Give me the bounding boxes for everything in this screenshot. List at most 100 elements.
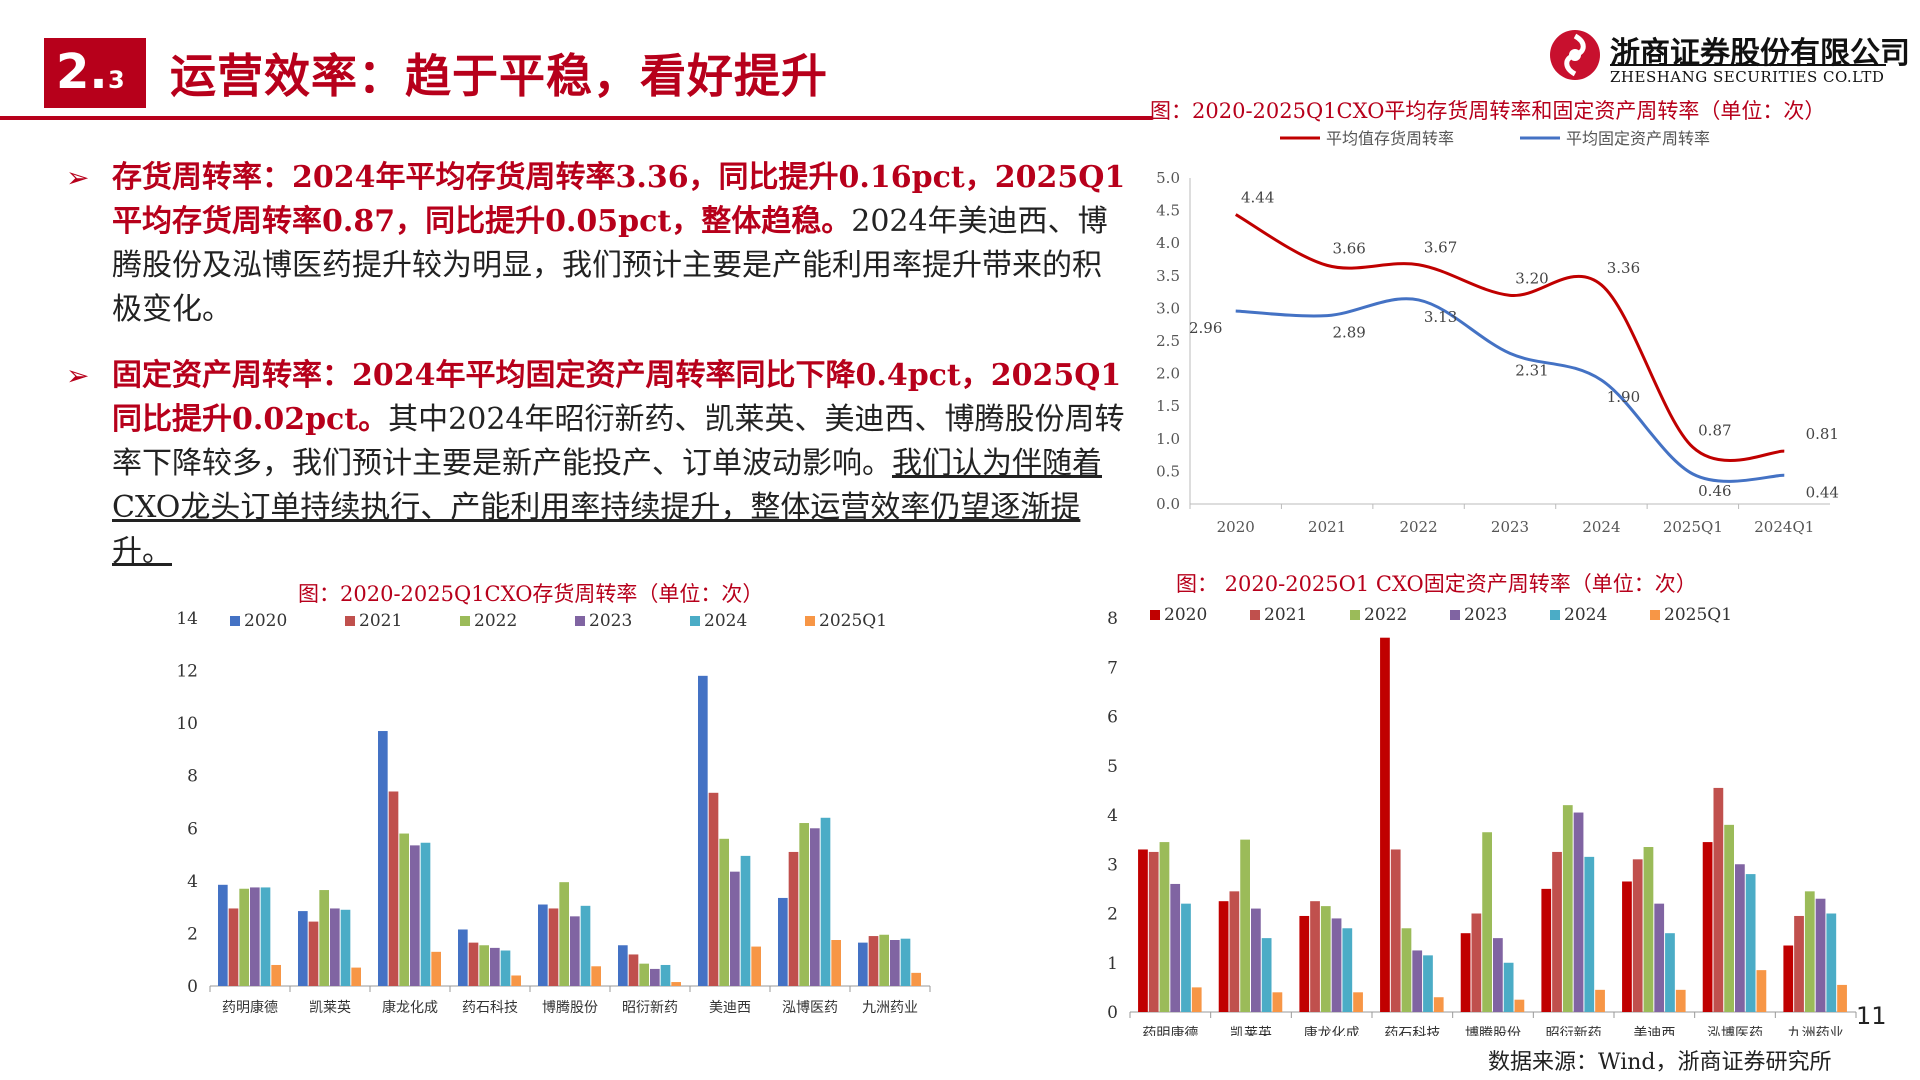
- bar-2025Q1-凯莱英: [1272, 992, 1283, 1012]
- x-tick-label: 康龙化成: [382, 999, 438, 1016]
- y-tick-label: 2.0: [1156, 365, 1180, 383]
- y-tick-label: 1: [1107, 954, 1118, 974]
- legend-label-2: 2022: [474, 611, 517, 631]
- legend-label-1: 2021: [1264, 605, 1307, 625]
- y-tick-label: 4: [1107, 806, 1118, 826]
- x-tick-label: 药明康德: [222, 999, 278, 1016]
- bar-2022-药明康德: [239, 888, 249, 986]
- data-label: 0.46: [1698, 482, 1731, 500]
- x-tick-label: 药石科技: [1384, 1026, 1440, 1036]
- y-tick-label: 8: [187, 767, 198, 787]
- bar-2025Q1-康龙化成: [431, 951, 441, 986]
- y-tick-label: 2: [187, 924, 198, 944]
- bar-2023-泓博医药: [1735, 864, 1745, 1012]
- bar-2022-泓博医药: [1724, 824, 1734, 1012]
- bar-2020-九洲药业: [858, 942, 868, 986]
- company-logo: 浙商证券股份有限公司 ZHESHANG SECURITIES CO.LTD: [1548, 22, 1910, 92]
- legend-swatch-3: [1450, 610, 1460, 620]
- legend-swatch-2: [460, 616, 470, 626]
- y-tick-label: 6: [187, 819, 198, 839]
- bullet-text: 2024年美迪西、博腾股份及泓博医药提升较为明显，我们预计主要是产能利用率提升带…: [112, 204, 1108, 327]
- data-label: 0.44: [1806, 483, 1839, 501]
- bullet-highlight: 存货周转率：2024年平均存货周转率3.36，同比提升0.16pct，2025Q…: [112, 160, 1126, 239]
- bullet-arrow-icon: ➢: [66, 161, 90, 194]
- x-tick-label: 药石科技: [462, 1000, 518, 1016]
- bar-2020-康龙化成: [1299, 915, 1310, 1012]
- y-tick-label: 10: [176, 714, 198, 734]
- bar-2024-凯莱英: [1261, 938, 1272, 1012]
- bar-2020-博腾股份: [538, 904, 548, 986]
- slide-title: 运营效率：趋于平稳，看好提升: [170, 49, 828, 103]
- bar-2022-博腾股份: [1482, 832, 1492, 1012]
- legend-swatch-0: [230, 616, 240, 626]
- bar-2024-康龙化成: [420, 842, 431, 986]
- legend-label-0: 2020: [1164, 605, 1207, 625]
- bar-2020-凯莱英: [298, 911, 308, 986]
- bar-2025Q1-药明康德: [1191, 987, 1202, 1012]
- legend-swatch-1: [1250, 610, 1260, 620]
- bar-2022-美迪西: [719, 838, 729, 986]
- logo-name-en: ZHESHANG SECURITIES CO.LTD: [1610, 68, 1885, 86]
- y-tick-label: 3: [1107, 855, 1118, 875]
- data-label: 1.90: [1607, 388, 1640, 406]
- y-tick-label: 1.5: [1156, 397, 1180, 415]
- bar-2020-昭衍新药: [1541, 888, 1552, 1012]
- bar-2022-康龙化成: [399, 833, 409, 986]
- bar-2024-药石科技: [500, 950, 511, 986]
- bar-2022-药石科技: [1401, 928, 1412, 1012]
- bar-2022-康龙化成: [1320, 906, 1331, 1012]
- bar-2024-博腾股份: [580, 905, 591, 986]
- x-tick-label: 2023: [1491, 518, 1529, 536]
- y-tick-label: 0.0: [1156, 495, 1180, 513]
- y-tick-label: 6: [1107, 708, 1118, 728]
- line-chart-caption: 图：2020-2025Q1CXO平均存货周转率和固定资产周转率（单位：次）: [1150, 99, 1826, 123]
- bar-2020-药石科技: [458, 929, 468, 986]
- legend-swatch-0: [1150, 610, 1160, 620]
- bar-2020-凯莱英: [1218, 901, 1229, 1012]
- inventory-turnover-bar-chart: 2020 2021 2022 2023 2024 2025Q1 0 2 4 6 8 10 12 14 药明康…: [176, 609, 931, 1016]
- bar-2021-康龙化成: [1310, 901, 1320, 1012]
- x-tick-label: 2022: [1399, 518, 1437, 536]
- bullet-inventory-turnover: ➢ 存货周转率：2024年平均存货周转率3.36，同比提升0.16pct，202…: [66, 156, 1126, 332]
- y-tick-label: 2: [1107, 905, 1118, 925]
- bar-2020-药明康德: [218, 884, 228, 986]
- bar-2020-药石科技: [1380, 637, 1390, 1012]
- inventory-chart-caption: 图：2020-2025Q1CXO存货周转率（单位：次）: [298, 582, 764, 606]
- x-tick-label: 2024Q1: [1754, 518, 1814, 536]
- y-tick-label: 3.5: [1156, 267, 1180, 285]
- x-tick-label: 药明康德: [1142, 1025, 1198, 1036]
- bar-2022-美迪西: [1643, 847, 1654, 1012]
- data-label: 3.20: [1515, 269, 1548, 287]
- legend-swatch-4: [1550, 610, 1560, 620]
- bar-2021-泓博医药: [1713, 787, 1724, 1012]
- bar-2025Q1-美迪西: [1675, 989, 1686, 1012]
- bar-2021-凯莱英: [308, 921, 319, 986]
- bar-2023-凯莱英: [330, 908, 340, 986]
- bar-2023-康龙化成: [410, 845, 420, 986]
- x-tick-label: 2020: [1217, 518, 1255, 536]
- bullet-arrow-icon: ➢: [66, 359, 90, 392]
- bar-2021-药明康德: [1148, 851, 1159, 1012]
- x-tick-label: 美迪西: [709, 1000, 751, 1016]
- bar-2021-美迪西: [708, 792, 719, 986]
- title-divider: [0, 116, 1152, 120]
- data-label: 0.81: [1806, 425, 1839, 443]
- bar-2024-泓博医药: [820, 817, 831, 986]
- y-tick-label: 8: [1107, 609, 1118, 629]
- y-tick-label: 2.5: [1156, 332, 1180, 350]
- x-tick-label: 康龙化成: [1304, 1025, 1360, 1036]
- y-tick-label: 12: [176, 662, 198, 682]
- bar-2021-昭衍新药: [628, 954, 639, 986]
- bar-2021-美迪西: [1632, 859, 1643, 1012]
- bar-2022-九洲药业: [879, 934, 889, 986]
- bar-2023-药明康德: [250, 887, 260, 986]
- bar-2024-九洲药业: [1826, 913, 1837, 1012]
- legend-label-3: 2023: [1464, 605, 1507, 625]
- bar-2024-博腾股份: [1503, 962, 1514, 1012]
- bar-2024-九洲药业: [900, 938, 911, 986]
- data-label: 2.96: [1189, 319, 1222, 337]
- bar-2024-美迪西: [740, 855, 751, 986]
- legend-label-1: 2021: [359, 611, 402, 631]
- legend-label-0: 2020: [244, 611, 287, 631]
- section-minor: 3: [108, 66, 125, 94]
